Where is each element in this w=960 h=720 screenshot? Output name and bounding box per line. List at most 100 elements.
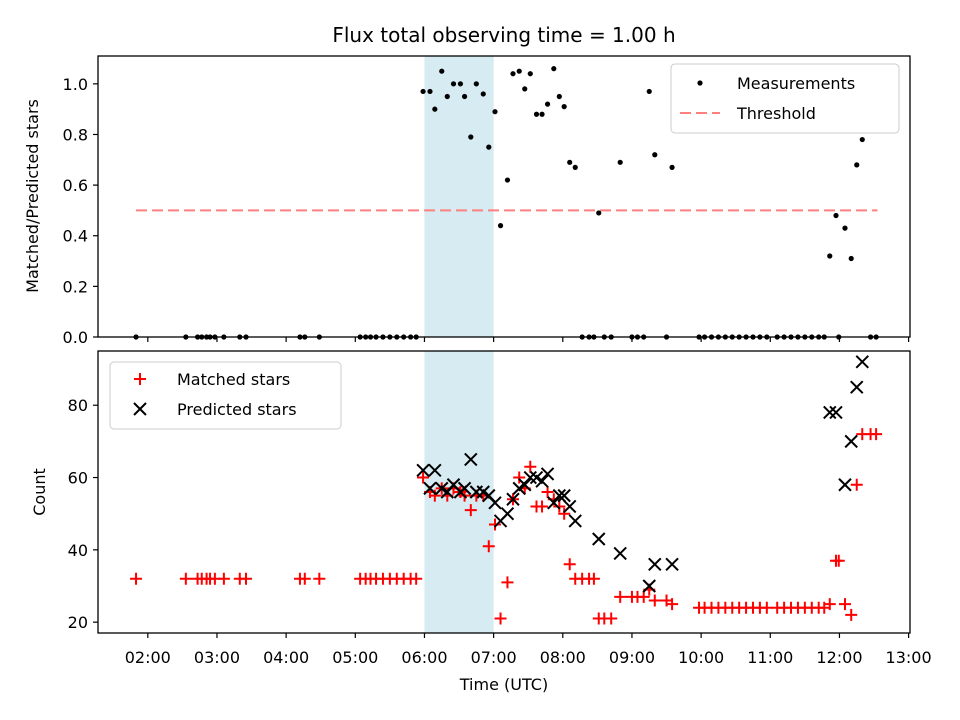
measurement-point xyxy=(556,93,562,100)
bottom-y-tick-label: 40 xyxy=(68,541,88,560)
matched-star-point xyxy=(501,576,514,589)
x-tick-label: 10:00 xyxy=(678,648,724,667)
predicted-star-point xyxy=(535,474,549,488)
measurement-point xyxy=(439,68,445,74)
matched-star-point xyxy=(760,601,773,614)
predicted-star-point xyxy=(500,506,515,521)
measurement-point xyxy=(486,144,492,150)
bottom-x-axis: 02:00 03:00 04:00 05:00 06:00 07:00 08:00 09:00… xyxy=(125,633,932,667)
matched-star-point xyxy=(666,598,679,611)
matched-star-point xyxy=(541,486,554,498)
measurement-point xyxy=(497,223,504,229)
predicted-star-point xyxy=(552,488,567,503)
measurement-point xyxy=(842,225,848,231)
predicted-star-point xyxy=(457,481,472,496)
matched-star-point xyxy=(850,478,863,491)
matched-star-point xyxy=(823,598,836,611)
measurement-point xyxy=(510,71,516,77)
measurement-point xyxy=(539,111,545,117)
matched-star-point xyxy=(553,500,566,513)
top-y-axis: 0.0 0.2 0.4 0.6 0.8 1.0 xyxy=(63,75,98,347)
predicted-star-point xyxy=(562,499,577,514)
matched-star-point xyxy=(464,504,477,517)
x-axis-label: Time (UTC) xyxy=(459,675,548,694)
predicted-star-point xyxy=(855,355,869,369)
measurement-point xyxy=(617,159,623,165)
x-tick-label: 06:00 xyxy=(401,648,447,667)
matched-star-point xyxy=(428,489,441,502)
predicted-star-point xyxy=(823,405,837,420)
matched-star-point xyxy=(513,471,526,484)
predicted-star-point xyxy=(464,452,478,467)
predicted-star-point xyxy=(428,463,442,478)
measurement-point xyxy=(848,255,854,262)
predicted-star-point xyxy=(523,470,537,485)
predicted-star-point xyxy=(665,557,679,572)
predicted-star-point xyxy=(547,496,561,510)
predicted-star-point xyxy=(540,467,555,481)
legend-predicted-marker xyxy=(133,402,147,416)
matched-star-point xyxy=(605,612,618,625)
measurement-point xyxy=(567,159,573,165)
x-tick-label: 11:00 xyxy=(747,648,793,667)
bottom-legend-box xyxy=(109,361,342,430)
legend-predicted-label: Predicted stars xyxy=(177,400,297,419)
measurement-point xyxy=(854,162,860,168)
top-y-tick-label: 0.2 xyxy=(63,277,88,296)
predicted-star-point xyxy=(844,434,858,449)
matched-star-point xyxy=(489,518,502,531)
measurement-point xyxy=(427,88,433,95)
matched-star-point xyxy=(637,590,650,603)
measurement-point xyxy=(551,66,557,72)
measurement-point xyxy=(473,81,479,87)
x-tick-label: 09:00 xyxy=(609,648,655,667)
predicted-star-point xyxy=(488,496,502,510)
x-tick-label: 12:00 xyxy=(816,648,862,667)
legend-matched-marker xyxy=(134,373,146,385)
measurement-point xyxy=(457,81,464,87)
measurement-point xyxy=(444,93,450,100)
matched-star-point xyxy=(648,594,661,607)
matched-star-point xyxy=(217,572,230,585)
predicted-star-point xyxy=(568,514,582,528)
measurement-point xyxy=(492,109,498,115)
predicted-star-point xyxy=(850,380,864,394)
top-y-tick-label: 0.8 xyxy=(63,125,88,144)
measurement-point xyxy=(420,88,426,95)
top-y-tick-label: 0.4 xyxy=(63,227,88,246)
predicted-star-point xyxy=(518,478,532,492)
predicted-star-point xyxy=(592,532,606,546)
matched-star-point xyxy=(587,572,600,585)
measurement-point xyxy=(450,81,457,87)
matched-star-point xyxy=(536,500,549,513)
matched-star-point xyxy=(870,428,883,441)
top-axes-frame xyxy=(97,55,911,338)
measurement-point xyxy=(544,101,551,107)
x-tick-label: 03:00 xyxy=(194,648,240,667)
predicted-star-point xyxy=(829,405,843,420)
predicted-star-point xyxy=(557,488,571,503)
x-tick-label: 05:00 xyxy=(332,648,378,667)
measurement-point xyxy=(533,111,540,117)
matched-star-point xyxy=(410,572,423,585)
matched-star-point xyxy=(845,608,858,621)
measurement-point xyxy=(561,104,567,110)
measurement-point xyxy=(596,210,602,216)
matched-star-point xyxy=(298,572,311,585)
bottom-y-axis: 20 40 60 80 xyxy=(68,396,98,632)
bottom-y-tick-label: 60 xyxy=(68,469,88,488)
x-tick-label: 02:00 xyxy=(125,648,171,667)
top-y-tick-label: 0.6 xyxy=(63,176,88,195)
legend-measurements-label: Measurements xyxy=(737,74,855,93)
matched-stars-series xyxy=(130,428,883,625)
top-y-tick-label: 0.0 xyxy=(63,328,88,347)
top-x-ticks xyxy=(147,337,910,342)
measurement-point xyxy=(504,177,511,183)
x-tick-label: 04:00 xyxy=(263,648,309,667)
measurement-point xyxy=(827,253,833,259)
measurement-point xyxy=(527,71,533,77)
matched-star-point xyxy=(838,598,851,611)
matched-star-point xyxy=(832,554,845,567)
